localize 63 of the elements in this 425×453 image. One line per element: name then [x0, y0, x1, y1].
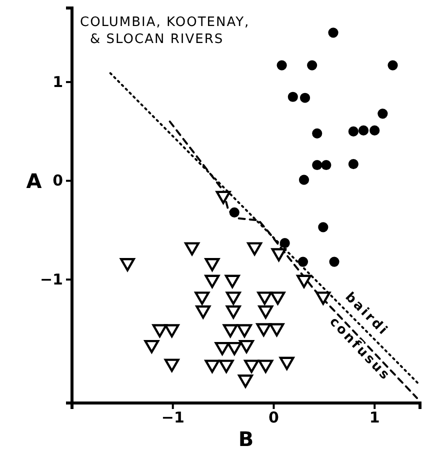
point	[312, 128, 322, 138]
point	[222, 324, 238, 338]
point	[358, 125, 369, 136]
point	[164, 324, 180, 338]
point	[329, 256, 340, 267]
x-tick-label: −1	[161, 408, 184, 427]
point	[216, 190, 231, 204]
y-axis-title: A	[26, 168, 42, 193]
point	[184, 242, 200, 256]
point	[224, 274, 240, 288]
point	[370, 125, 380, 136]
point	[388, 60, 398, 70]
point	[204, 258, 220, 272]
point	[296, 274, 312, 288]
x-tick-label: 0	[268, 408, 279, 427]
point	[214, 342, 230, 356]
point	[258, 305, 274, 319]
point	[258, 360, 274, 373]
point	[152, 324, 168, 338]
point	[238, 374, 253, 388]
point	[196, 305, 211, 319]
point	[237, 324, 252, 338]
point	[257, 292, 272, 305]
point	[298, 256, 308, 267]
point	[280, 238, 290, 248]
point	[256, 323, 272, 336]
point	[194, 292, 210, 305]
point	[120, 258, 135, 272]
point	[229, 207, 240, 218]
point	[226, 305, 241, 319]
point	[348, 126, 358, 136]
point	[271, 248, 286, 262]
point	[270, 292, 286, 305]
point	[204, 274, 220, 288]
point	[269, 323, 284, 336]
point	[279, 356, 294, 370]
point	[300, 92, 310, 103]
point	[164, 358, 180, 372]
y-tick-label: −1	[40, 270, 63, 288]
point	[244, 360, 260, 373]
y-tick-label: 1	[52, 72, 63, 91]
point	[226, 342, 242, 356]
point	[144, 340, 160, 354]
point	[316, 292, 331, 305]
text: COLUMBIA, KOOTENAY, & SLOCAN RIVERS	[80, 15, 250, 47]
y-tick-label: 0	[52, 172, 63, 190]
point	[378, 108, 388, 119]
point	[312, 160, 322, 170]
point	[307, 60, 318, 70]
point	[298, 174, 310, 185]
point	[226, 292, 241, 305]
point	[218, 360, 234, 373]
point	[318, 222, 328, 232]
point	[239, 340, 254, 354]
point	[204, 360, 220, 373]
point	[328, 28, 338, 38]
point	[276, 60, 287, 70]
point	[288, 92, 298, 102]
point	[247, 242, 262, 256]
x-tick-label: 1	[369, 408, 380, 427]
point	[321, 160, 332, 170]
x-axis-title: B	[238, 427, 254, 451]
point	[348, 158, 358, 170]
